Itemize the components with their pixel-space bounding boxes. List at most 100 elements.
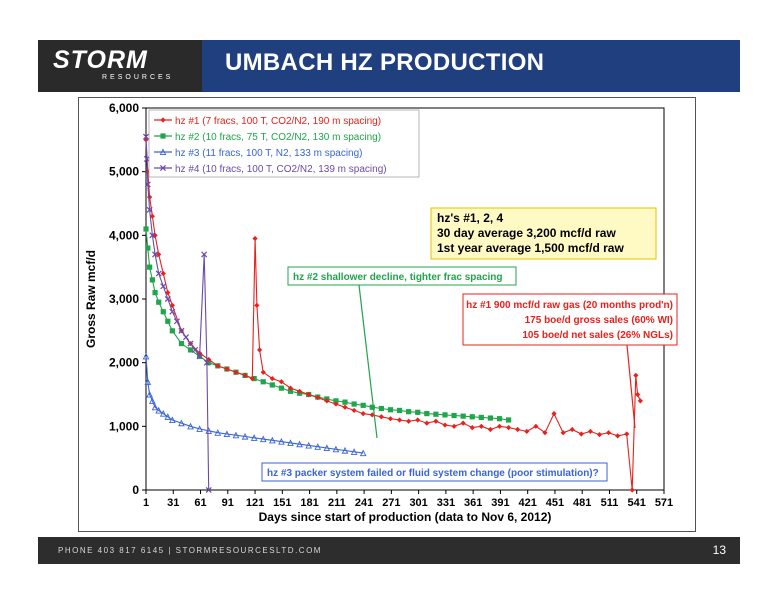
data-point [478, 414, 484, 421]
data-point [533, 423, 539, 429]
data-point [460, 420, 466, 426]
data-point [160, 283, 167, 290]
data-point [249, 375, 255, 382]
data-point [269, 382, 275, 388]
data-point [201, 251, 208, 258]
y-tick-label: 6,000 [109, 101, 139, 115]
legend-label-hz3: hz #3 (11 fracs, 100 T, N2, 133 m spacin… [175, 148, 363, 159]
summary-line: hz's #1, 2, 4 [437, 211, 504, 225]
data-point [333, 401, 339, 407]
data-point [442, 422, 448, 428]
x-tick-label: 121 [246, 497, 264, 509]
data-point [196, 425, 203, 432]
hz3-annotation: hz #3 packer system failed or fluid syst… [261, 462, 608, 482]
x-tick-label: 421 [519, 497, 537, 509]
data-point [187, 422, 194, 430]
data-point [351, 407, 357, 414]
summary-box [430, 207, 657, 260]
hz2-note-text: hz #2 shallower decline, tighter frac sp… [293, 272, 503, 283]
production-chart: 0 1,000 2,000 3,000 4,000 5,000 6,000 1 31 61 91 12… [84, 101, 678, 524]
data-point [142, 133, 150, 140]
data-point [433, 418, 439, 424]
legend-label-hz2: hz #2 (10 fracs, 75 T, CO2/N2, 130 m spa… [175, 132, 381, 143]
data-point [496, 423, 503, 429]
hz1-note-arrow [626, 344, 636, 429]
data-point [460, 413, 466, 419]
data-point [487, 426, 494, 433]
hz2-annotation: hz #2 shallower decline, tighter frac sp… [287, 266, 517, 439]
series-hz4 [142, 133, 212, 494]
data-point [260, 369, 266, 375]
data-point [214, 429, 222, 436]
data-point [149, 213, 155, 219]
data-point [178, 340, 185, 347]
legend: hz #1 (7 fracs, 100 T, CO2/N2, 190 m spa… [148, 109, 420, 178]
x-tick-label: 331 [437, 497, 455, 509]
data-point [164, 413, 172, 420]
y-axis-label: Gross Raw mcf/d [84, 250, 98, 348]
x-tick-label: 31 [167, 497, 179, 509]
data-point [378, 414, 384, 420]
logo-subtext: RESOURCES [102, 74, 174, 81]
x-tick-label: 181 [300, 497, 318, 509]
data-point [415, 417, 421, 423]
data-point [615, 433, 621, 439]
footer-contact: PHONE 403 817 6145 | STORMRESOURCESLTD.C… [58, 546, 322, 555]
slide-title: UMBACH HZ PRODUCTION [225, 49, 545, 76]
summary-line: 30 day average 3,200 mcf/d raw [437, 226, 616, 240]
y-tick-label: 1,000 [109, 419, 139, 433]
legend-box [148, 109, 420, 178]
data-point [332, 445, 340, 453]
data-point [196, 353, 203, 360]
data-point [496, 416, 503, 422]
x-tick-label: 91 [222, 497, 234, 509]
hz1-note-line: 105 boe/d net sales (26% NGLs) [522, 330, 673, 341]
hz1-note-line: 175 boe/d gross sales (60% WI) [525, 315, 673, 326]
data-point [406, 418, 412, 424]
data-point [187, 347, 194, 353]
data-point [203, 359, 210, 366]
data-point [351, 401, 357, 407]
data-point [451, 423, 457, 429]
data-point [515, 426, 521, 433]
data-point [155, 270, 162, 277]
y-tick-label: 3,000 [109, 292, 139, 306]
series-line [145, 228, 509, 421]
data-point [605, 430, 612, 436]
data-point [369, 412, 375, 418]
data-point [143, 226, 149, 232]
data-point [146, 390, 153, 398]
y-tick-label: 5,000 [109, 165, 139, 179]
hz3-note-text: hz #3 packer system failed or fluid syst… [267, 468, 599, 479]
data-point [369, 404, 375, 410]
summary-line: 1st year average 1,500 mcf/d raw [437, 241, 624, 255]
data-point [396, 407, 403, 414]
data-point [149, 397, 156, 404]
data-point [151, 403, 159, 411]
data-point [173, 318, 180, 325]
data-point [296, 388, 303, 394]
data-point [156, 251, 162, 258]
data-point [506, 425, 512, 431]
data-point [242, 372, 248, 378]
data-point [633, 372, 639, 378]
data-point [159, 148, 167, 156]
data-point [160, 133, 166, 139]
data-point [637, 398, 643, 404]
data-point [629, 487, 635, 493]
data-point [205, 486, 212, 494]
data-point [169, 308, 176, 315]
data-point [542, 430, 548, 436]
data-point [524, 428, 530, 435]
x-tick-label: 571 [655, 497, 673, 509]
data-point [569, 426, 575, 433]
page-number: 13 [712, 543, 726, 557]
data-point [451, 412, 457, 419]
x-axis-label: Days since start of production (data to … [259, 510, 552, 524]
data-point [178, 419, 185, 427]
data-point [232, 431, 240, 439]
data-point [159, 409, 167, 417]
x-tick-label: 271 [382, 497, 400, 509]
data-point [165, 318, 171, 324]
hz3-note-box [261, 462, 608, 482]
